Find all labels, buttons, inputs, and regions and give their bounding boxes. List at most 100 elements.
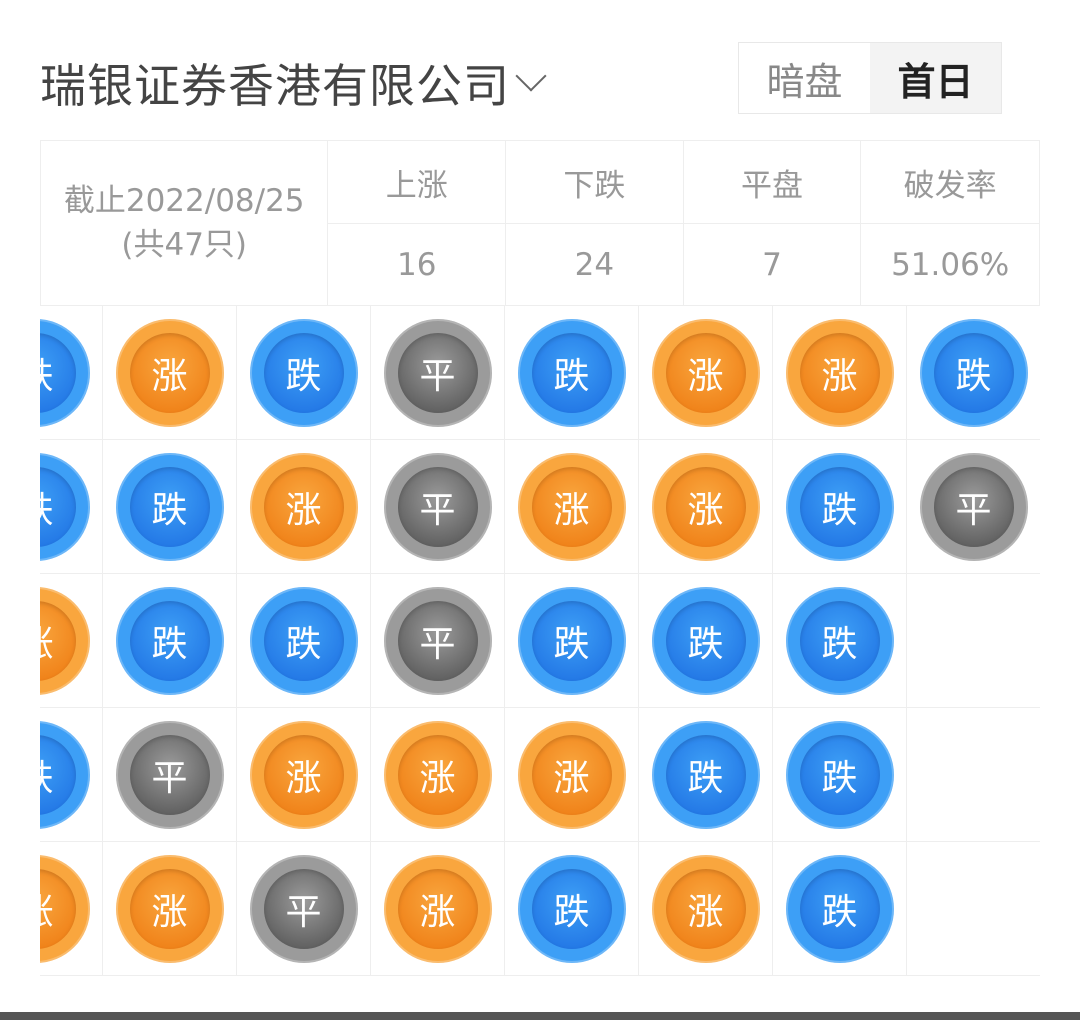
- coin-flat[interactable]: 平: [249, 854, 358, 963]
- stat-label: 下跌: [506, 141, 683, 224]
- grid-cell: 涨: [237, 708, 371, 842]
- grid-cell: 涨: [639, 842, 773, 976]
- grid-cell: 跌: [505, 306, 639, 440]
- coin-label: 平: [397, 466, 478, 547]
- tab-grey-market[interactable]: 暗盘: [739, 43, 870, 113]
- coin-rise[interactable]: 涨: [383, 720, 492, 829]
- coin-label: 涨: [40, 868, 76, 949]
- coin-label: 跌: [799, 734, 880, 815]
- grid-cell: 涨: [505, 708, 639, 842]
- coin-label: 跌: [263, 332, 344, 413]
- mode-toggle: 暗盘 首日: [738, 42, 1002, 114]
- grid-cell: 跌: [40, 440, 103, 574]
- coin-rise[interactable]: 涨: [785, 318, 894, 427]
- coin-flat[interactable]: 平: [919, 452, 1028, 561]
- coin-label: 平: [397, 600, 478, 681]
- grid-cell: 跌: [103, 440, 237, 574]
- coin-rise[interactable]: 涨: [249, 720, 358, 829]
- grid-cell: 跌: [773, 708, 907, 842]
- coin-label: 涨: [665, 466, 746, 547]
- stat-value: 24: [574, 246, 615, 283]
- coin-rise[interactable]: 涨: [115, 854, 224, 963]
- broker-name: 瑞银证券香港有限公司: [40, 59, 510, 113]
- grid-cell: [907, 708, 1040, 842]
- coin-label: 跌: [129, 466, 210, 547]
- coin-rise[interactable]: 涨: [651, 854, 760, 963]
- coin-fall[interactable]: 跌: [785, 854, 894, 963]
- coin-rise[interactable]: 涨: [651, 452, 760, 561]
- coin-rise[interactable]: 涨: [517, 720, 626, 829]
- coin-fall[interactable]: 跌: [785, 586, 894, 695]
- coin-fall[interactable]: 跌: [40, 452, 90, 561]
- grid-cell: 涨: [103, 842, 237, 976]
- grid-cell: 平: [371, 306, 505, 440]
- bottom-bar: [0, 1012, 1080, 1020]
- coin-label: 涨: [40, 600, 76, 681]
- coin-rise[interactable]: 涨: [249, 452, 358, 561]
- coin-fall[interactable]: 跌: [115, 452, 224, 561]
- coin-rise[interactable]: 涨: [517, 452, 626, 561]
- coin-rise[interactable]: 涨: [115, 318, 224, 427]
- total-count: (共47只): [121, 227, 248, 263]
- coin-label: 跌: [933, 332, 1014, 413]
- coin-rise[interactable]: 涨: [383, 854, 492, 963]
- coin-grid: 跌涨跌平跌涨涨跌跌跌涨平涨涨跌平涨跌跌平跌跌跌跌平涨涨涨跌跌涨涨平涨跌涨跌: [40, 306, 1040, 976]
- coin-label: 涨: [263, 466, 344, 547]
- grid-cell: 跌: [40, 306, 103, 440]
- grid-cell: [907, 574, 1040, 708]
- grid-cell: 涨: [40, 842, 103, 976]
- stat-break-rate: 破发率 51.06%: [861, 141, 1039, 305]
- coin-label: 跌: [665, 734, 746, 815]
- coin-fall[interactable]: 跌: [249, 586, 358, 695]
- coin-fall[interactable]: 跌: [517, 586, 626, 695]
- grid-cell: 涨: [371, 842, 505, 976]
- coin-label: 涨: [531, 734, 612, 815]
- stat-label: 平盘: [683, 141, 861, 224]
- stat-label: 上涨: [328, 141, 506, 224]
- coin-rise[interactable]: 涨: [40, 854, 90, 963]
- coin-fall[interactable]: 跌: [40, 720, 90, 829]
- broker-selector[interactable]: 瑞银证券香港有限公司: [40, 50, 547, 116]
- grid-cell: 跌: [907, 306, 1040, 440]
- coin-fall[interactable]: 跌: [40, 318, 90, 427]
- stat-label: 破发率: [861, 141, 1039, 224]
- tab-first-day[interactable]: 首日: [870, 43, 1001, 113]
- grid-cell: 跌: [505, 574, 639, 708]
- coin-fall[interactable]: 跌: [249, 318, 358, 427]
- coin-label: 涨: [263, 734, 344, 815]
- coin-flat[interactable]: 平: [115, 720, 224, 829]
- grid-cell: 涨: [40, 574, 103, 708]
- coin-label: 跌: [531, 600, 612, 681]
- coin-label: 平: [397, 332, 478, 413]
- coin-fall[interactable]: 跌: [115, 586, 224, 695]
- coin-fall[interactable]: 跌: [517, 318, 626, 427]
- coin-label: 平: [263, 868, 344, 949]
- coin-flat[interactable]: 平: [383, 318, 492, 427]
- coin-fall[interactable]: 跌: [785, 452, 894, 561]
- coin-label: 平: [933, 466, 1014, 547]
- coin-fall[interactable]: 跌: [517, 854, 626, 963]
- grid-cell: 平: [237, 842, 371, 976]
- coin-rise[interactable]: 涨: [40, 586, 90, 695]
- coin-label: 涨: [665, 868, 746, 949]
- coin-fall[interactable]: 跌: [785, 720, 894, 829]
- coin-label: 跌: [799, 466, 880, 547]
- date-summary: 截止2022/08/25 (共47只): [41, 141, 329, 305]
- coin-label: 跌: [40, 332, 76, 413]
- stat-rise: 上涨 16: [328, 141, 507, 305]
- grid-cell: [907, 842, 1040, 976]
- coin-fall[interactable]: 跌: [651, 586, 760, 695]
- coin-label: 跌: [40, 734, 76, 815]
- grid-cell: 跌: [639, 574, 773, 708]
- coin-label: 跌: [799, 600, 880, 681]
- grid-cell: 涨: [103, 306, 237, 440]
- grid-cell: 涨: [773, 306, 907, 440]
- coin-flat[interactable]: 平: [383, 586, 492, 695]
- chevron-down-icon: [515, 60, 547, 92]
- grid-cell: 涨: [505, 440, 639, 574]
- coin-label: 跌: [665, 600, 746, 681]
- coin-fall[interactable]: 跌: [651, 720, 760, 829]
- coin-rise[interactable]: 涨: [651, 318, 760, 427]
- coin-fall[interactable]: 跌: [919, 318, 1028, 427]
- coin-flat[interactable]: 平: [383, 452, 492, 561]
